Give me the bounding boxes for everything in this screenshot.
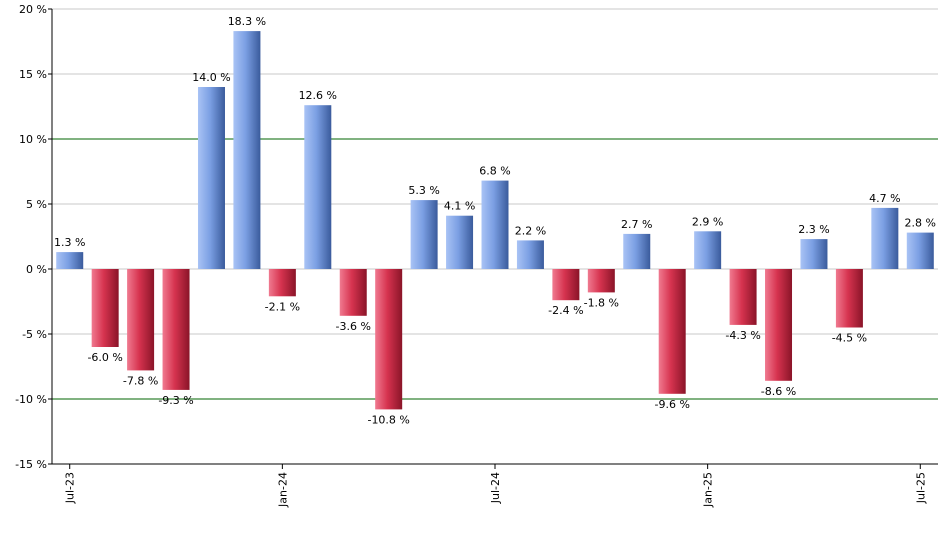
data-labels: 1.3 % -6.0 %-7.8 %-9.3 % 14.0 % 18.3 % -2.1 … <box>54 15 936 426</box>
data-label: 2.7 % <box>621 218 652 231</box>
data-label: 2.8 % <box>905 217 936 230</box>
y-tick-label: 10 % <box>19 133 47 146</box>
bar-Jul-24 <box>481 180 509 269</box>
bar-Dec-24 <box>658 269 686 394</box>
data-label: -7.8 % <box>123 374 158 387</box>
data-label: -4.5 % <box>832 332 867 345</box>
x-tick-label: Jul-23 <box>64 472 77 504</box>
data-label: -9.6 % <box>654 398 689 411</box>
data-label: 4.7 % <box>869 192 900 205</box>
data-label: 2.3 % <box>798 223 829 236</box>
bars <box>56 31 934 410</box>
bar-Apr-25 <box>800 239 828 269</box>
y-tick-label: 0 % <box>26 263 47 276</box>
x-tick-label: Jan-25 <box>702 472 715 508</box>
bar-May-24 <box>410 200 438 269</box>
bar-Feb-24 <box>304 105 332 269</box>
data-label: -4.3 % <box>725 329 760 342</box>
data-label: 1.3 % <box>54 236 85 249</box>
data-label: -9.3 % <box>158 394 193 407</box>
y-tick-label: -10 % <box>15 393 47 406</box>
data-label: 2.2 % <box>515 224 546 237</box>
data-label: -10.8 % <box>367 413 409 426</box>
bar-Apr-24 <box>375 269 403 410</box>
data-label: -6.0 % <box>87 351 122 364</box>
y-tick-label: 20 % <box>19 3 47 16</box>
y-tick-label: 5 % <box>26 198 47 211</box>
y-tick-label: 15 % <box>19 68 47 81</box>
y-tick-label: -5 % <box>22 328 47 341</box>
bar-Nov-23 <box>197 87 225 269</box>
data-label: 12.6 % <box>299 89 337 102</box>
bar-Oct-23 <box>162 269 190 390</box>
data-label: 14.0 % <box>192 71 230 84</box>
data-label: -8.6 % <box>761 385 796 398</box>
bar-Jun-25 <box>871 207 899 269</box>
bar-Nov-24 <box>623 233 651 269</box>
data-label: -2.4 % <box>548 304 583 317</box>
bar-Aug-23 <box>91 269 119 347</box>
bar-Sep-24 <box>552 269 580 301</box>
bar-Jul-23 <box>56 252 84 269</box>
x-tick-label: Jul-24 <box>489 472 502 504</box>
data-label: 5.3 % <box>408 184 439 197</box>
data-label: -2.1 % <box>265 300 300 313</box>
bar-Jan-25 <box>694 231 722 269</box>
data-label: 4.1 % <box>444 200 475 213</box>
bar-Feb-25 <box>729 269 757 325</box>
data-label: 2.9 % <box>692 215 723 228</box>
x-tick-label: Jan-24 <box>276 472 289 508</box>
data-label: -3.6 % <box>336 320 371 333</box>
bar-Jan-24 <box>268 269 296 297</box>
data-label: 18.3 % <box>228 15 266 28</box>
bar-Sep-23 <box>127 269 155 371</box>
bar-Jul-25 <box>906 232 934 269</box>
bar-Jun-24 <box>446 215 474 269</box>
bar-Oct-24 <box>587 269 615 293</box>
axes: 20 % 15 % 10 % 5 % 0 % -5 % -10 % -15 % Jul-23 Ja… <box>15 3 938 508</box>
data-label: 6.8 % <box>479 165 510 178</box>
y-tick-label: -15 % <box>15 458 47 471</box>
data-label: -1.8 % <box>584 296 619 309</box>
bar-Aug-24 <box>516 240 544 269</box>
x-tick-label: Jul-25 <box>914 472 927 504</box>
bar-Mar-24 <box>339 269 367 316</box>
bar-Dec-23 <box>233 31 261 269</box>
bar-May-25 <box>835 269 863 328</box>
bar-Mar-25 <box>765 269 793 381</box>
